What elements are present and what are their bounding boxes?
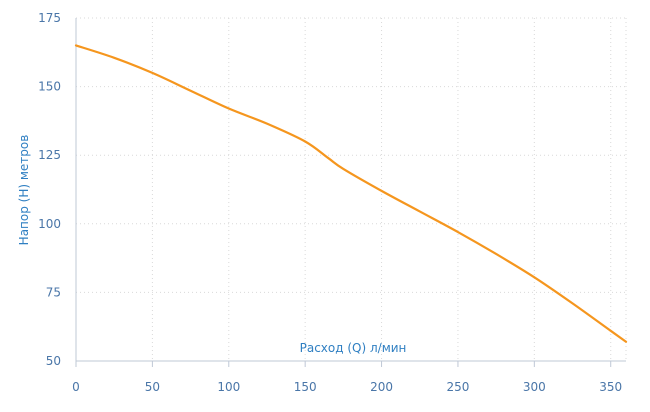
series-line-0 — [74, 44, 628, 343]
y-tick-label-1: 75 — [46, 285, 61, 299]
y-tick-label-2: 100 — [38, 217, 61, 231]
tick-labels: 0 50 100 150 200 250 300 350 50 75 100 125 150 175 — [38, 11, 622, 394]
y-tick-label-5: 175 — [38, 11, 61, 25]
x-tick-label-0: 0 — [72, 380, 80, 394]
x-tick-label-2: 100 — [217, 380, 240, 394]
x-axis-label: Расход (Q) л/мин — [300, 341, 407, 355]
x-tick-label-6: 300 — [523, 380, 546, 394]
y-axis-label: Напор (H) метров — [17, 135, 31, 246]
x-tick-label-5: 250 — [446, 380, 469, 394]
x-tick-label-7: 350 — [599, 380, 622, 394]
series — [74, 44, 628, 343]
y-tick-label-0: 50 — [46, 354, 61, 368]
grid — [76, 17, 627, 361]
y-tick-label-3: 125 — [38, 148, 61, 162]
axes — [75, 18, 626, 367]
x-tick-label-4: 200 — [370, 380, 393, 394]
x-tick-label-1: 50 — [145, 380, 160, 394]
x-tick-label-3: 150 — [294, 380, 317, 394]
y-tick-label-4: 150 — [38, 80, 61, 94]
